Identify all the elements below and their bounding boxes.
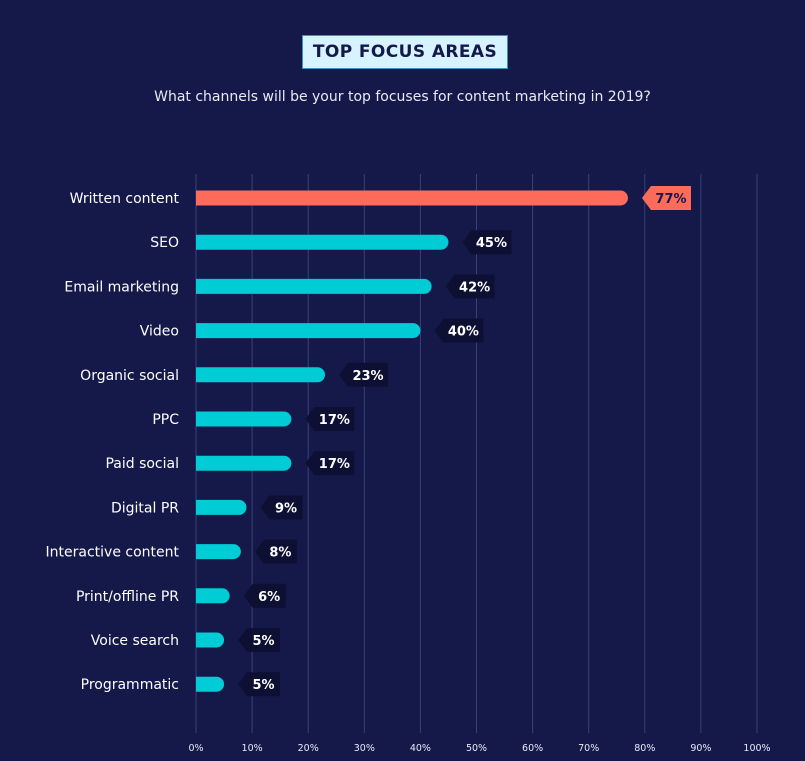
bar	[196, 190, 628, 206]
value-label-box	[434, 318, 484, 343]
category-label: Email marketing	[64, 279, 179, 295]
chart-title: TOP FOCUS AREAS	[312, 42, 498, 62]
category-label: SEO	[150, 235, 179, 251]
value-label-box	[462, 230, 512, 255]
x-tick-label: 20%	[298, 743, 319, 754]
value-label-box	[305, 407, 355, 431]
bar	[196, 411, 292, 427]
category-label: Organic social	[80, 368, 179, 384]
value-label: 5%	[253, 678, 275, 693]
category-label: PPC	[152, 412, 179, 428]
value-label: 45%	[476, 236, 507, 251]
value-label: 17%	[319, 457, 350, 472]
value-label-box	[238, 672, 281, 697]
bar	[196, 499, 247, 515]
value-label-box	[445, 274, 495, 299]
bar	[196, 455, 292, 471]
category-label: Video	[140, 324, 179, 340]
x-tick-label: 50%	[466, 743, 487, 754]
x-tick-label: 40%	[410, 743, 431, 754]
category-label: Digital PR	[111, 500, 179, 516]
x-tick-label: 90%	[690, 743, 711, 754]
bar	[196, 588, 230, 604]
value-label: 9%	[275, 501, 297, 516]
category-label: Voice search	[91, 633, 179, 649]
bar	[196, 367, 326, 383]
value-label: 77%	[655, 192, 686, 207]
bar	[196, 323, 421, 339]
bar	[196, 234, 449, 250]
category-labels: Written content SEO Email marketing Video Or…	[46, 191, 180, 693]
value-label-box	[254, 539, 297, 564]
category-label: Programmatic	[81, 677, 179, 693]
x-tick-label: 30%	[354, 743, 375, 754]
value-label-box	[339, 362, 389, 387]
x-tick-label: 100%	[743, 743, 770, 754]
x-tick-label: 0%	[188, 743, 203, 754]
x-tick-label: 80%	[634, 743, 655, 754]
x-tick-label: 10%	[242, 743, 263, 754]
category-label: Written content	[70, 191, 180, 207]
bar	[196, 278, 432, 294]
title-box: TOP FOCUS AREAS	[302, 35, 508, 69]
value-labels: 77% 45% 42% 40% 23% 17% 17% 9% 8% 6% 5% 5%	[238, 186, 691, 697]
value-label: 6%	[258, 590, 280, 605]
bars	[196, 190, 628, 692]
bar	[196, 632, 225, 648]
category-label: Interactive content	[46, 545, 180, 561]
bar	[196, 676, 225, 692]
value-label: 5%	[253, 634, 275, 649]
value-label: 42%	[459, 280, 490, 295]
value-label-box	[305, 451, 355, 476]
chart-subtitle: What channels will be your top focuses f…	[154, 89, 651, 105]
value-label: 17%	[319, 413, 350, 428]
value-label-box	[641, 186, 691, 210]
category-label: Paid social	[105, 456, 179, 472]
category-label: Print/offline PR	[76, 589, 179, 605]
value-label-box	[238, 628, 281, 652]
value-label: 40%	[448, 325, 479, 340]
value-label-box	[260, 495, 303, 520]
bar	[196, 544, 241, 560]
value-label: 8%	[269, 546, 291, 561]
x-tick-label: 60%	[522, 743, 543, 754]
value-label-box	[243, 583, 286, 608]
x-axis-ticks: 0% 10% 20% 30% 40% 50% 60% 70% 80% 90% 100%	[188, 743, 770, 754]
x-tick-label: 70%	[578, 743, 599, 754]
gridlines	[195, 174, 758, 733]
value-label: 23%	[352, 369, 383, 384]
